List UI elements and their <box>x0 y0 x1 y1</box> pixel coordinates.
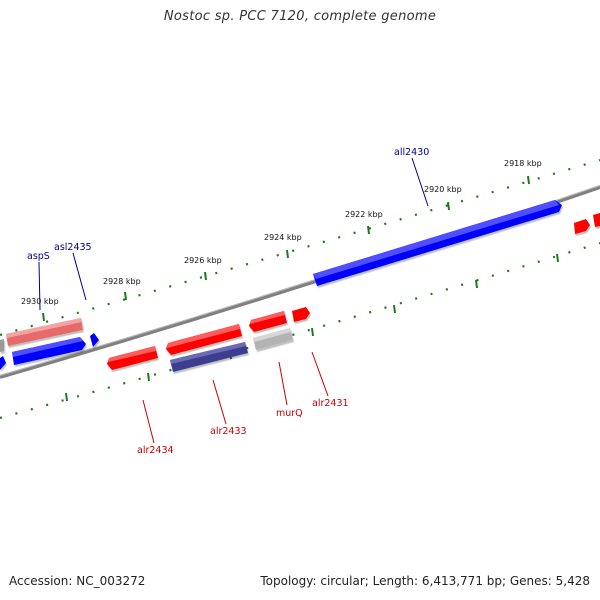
map-title: Nostoc sp. PCC 7120, complete genome <box>163 9 437 24</box>
label-all2430[interactable]: all2430 <box>394 147 429 158</box>
gene-small-red-a-highlight <box>250 311 285 324</box>
gene-right-edge-forward-1[interactable] <box>574 219 590 234</box>
leader-aspS <box>38 261 41 311</box>
leader-asl2435 <box>72 252 87 301</box>
gene-pink-forward-highlight <box>6 318 82 338</box>
kbp-label-2918: 2918 kbp <box>504 159 542 168</box>
gene-alr2433-red-highlight <box>167 324 240 348</box>
gene-left-edge-grey <box>0 339 4 352</box>
leader-all2430 <box>411 157 429 207</box>
gene-asl2435[interactable] <box>90 333 99 347</box>
kbp-label-2928: 2928 kbp <box>103 277 141 286</box>
kbp-label-2926: 2926 kbp <box>184 256 222 265</box>
genome-summary-text: Topology: circular; Length: 6,413,771 bp… <box>260 574 590 588</box>
outer-major-ticks <box>42 175 530 322</box>
leader-alr2431 <box>311 351 329 397</box>
gene-alr2433-purple-highlight <box>170 342 246 364</box>
gene-alr2434-highlight <box>108 346 156 362</box>
gene-alr2431[interactable] <box>292 307 310 322</box>
label-alr2433[interactable]: alr2433 <box>210 426 247 437</box>
inner-major-ticks <box>65 253 559 402</box>
leader-alr2433 <box>212 379 227 425</box>
label-alr2434[interactable]: alr2434 <box>137 445 174 456</box>
kbp-label-2922: 2922 kbp <box>345 210 383 219</box>
kbp-label-2924: 2924 kbp <box>264 233 302 242</box>
gene-all2430-highlight <box>313 200 559 279</box>
inner-tick-track <box>0 241 600 420</box>
gene-left-edge-reverse[interactable] <box>0 356 6 370</box>
gene-right-edge-forward-2[interactable] <box>593 213 600 227</box>
kbp-label-2920: 2920 kbp <box>424 185 462 194</box>
leader-murQ <box>278 361 288 406</box>
label-murQ[interactable]: murQ <box>276 408 303 419</box>
gene-murQ-highlight <box>253 328 291 342</box>
leader-alr2434 <box>142 399 155 444</box>
accession-text: Accession: NC_003272 <box>9 574 146 588</box>
label-alr2431[interactable]: alr2431 <box>312 398 349 409</box>
gene-aspS-highlight <box>12 337 83 357</box>
label-asl2435[interactable]: asl2435 <box>54 242 92 253</box>
label-aspS[interactable]: aspS <box>27 251 50 262</box>
